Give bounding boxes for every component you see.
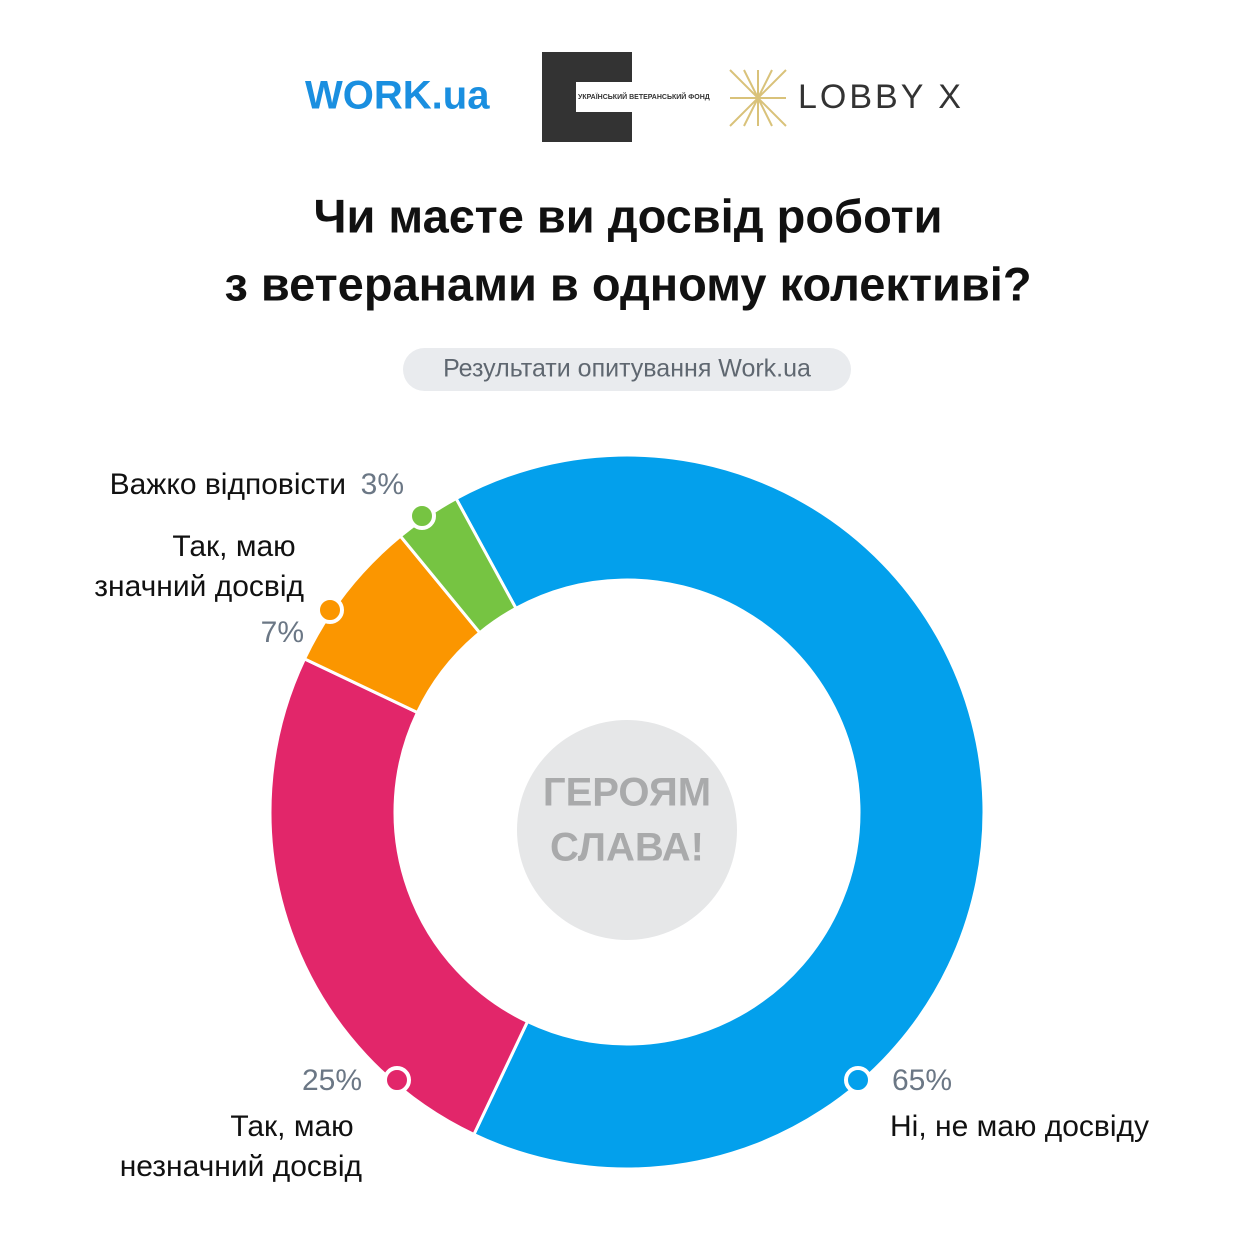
- value-label: 7%: [261, 616, 304, 649]
- label-dot: [316, 596, 344, 624]
- category-label: Так, маю незначний досвід: [120, 1110, 362, 1183]
- logo-lobby-icon: [729, 69, 787, 127]
- logo-lobby: LOBBY X: [798, 78, 964, 116]
- subtitle: Результати опитування Work.ua: [443, 355, 811, 383]
- label-dot: [408, 502, 436, 530]
- category-label: Так, маю значний досвід: [94, 530, 304, 603]
- fund-notch: [576, 82, 632, 112]
- title-line: Чи маєте ви досвід роботи: [313, 189, 942, 242]
- center-logo-bg: [517, 720, 737, 940]
- donut-slice: [454, 453, 986, 1171]
- center-logo-text: ГЕРОЯМ: [543, 771, 711, 815]
- value-label: 3%: [361, 468, 404, 501]
- logo-fund: УКРАЇНСЬКИЙ ВЕТЕРАНСЬКИЙ ФОНД: [542, 52, 710, 142]
- category-label: Важко відповісти: [110, 468, 346, 501]
- value-label: 65%: [892, 1064, 952, 1097]
- label-dot: [383, 1066, 411, 1094]
- donut: [268, 453, 986, 1171]
- fund-text: УКРАЇНСЬКИЙ ВЕТЕРАНСЬКИЙ ФОНД: [578, 92, 710, 101]
- label-dot: [844, 1066, 872, 1094]
- category-label: Ні, не маю досвіду: [890, 1110, 1149, 1143]
- donut-slice: [268, 656, 530, 1137]
- logo-work: WORK.ua: [305, 74, 490, 118]
- subtitle-pill: [403, 348, 851, 391]
- lobby-x-shape: [729, 69, 787, 127]
- value-label: 25%: [302, 1064, 362, 1097]
- title-line: з ветеранами в одному колективі?: [224, 257, 1031, 310]
- center-logo-text: СЛАВА!: [550, 826, 704, 870]
